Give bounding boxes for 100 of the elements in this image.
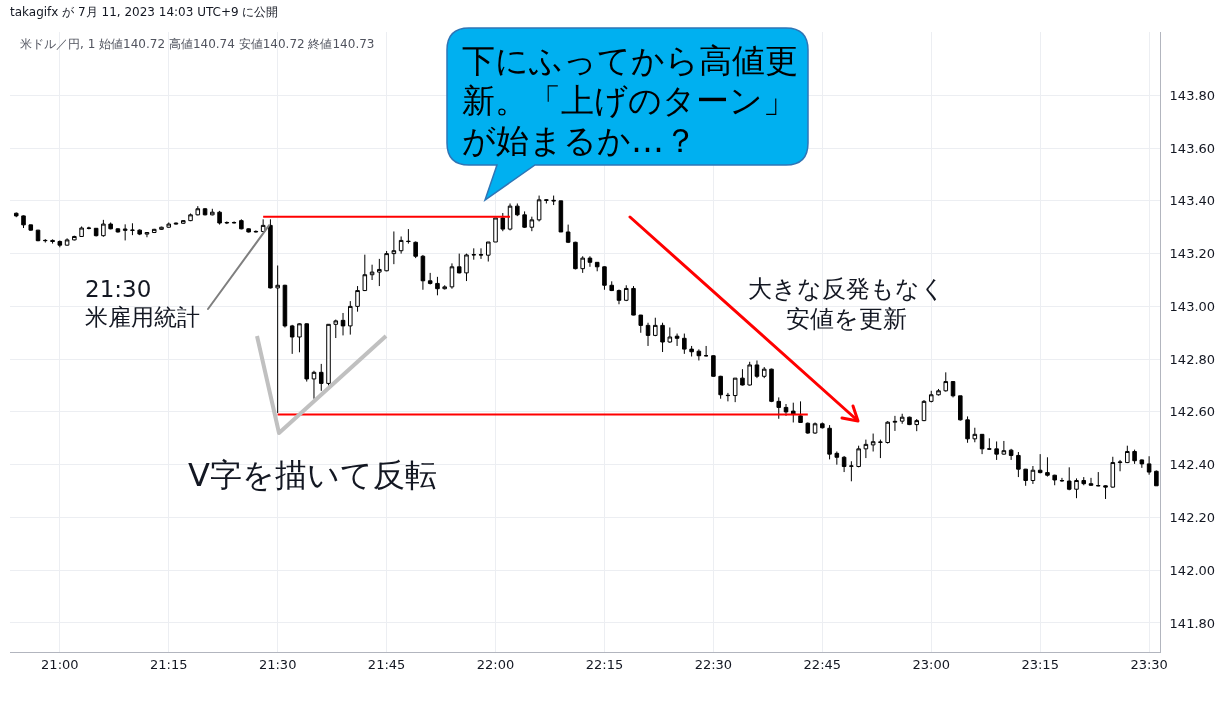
candlestick xyxy=(747,361,752,387)
candlestick xyxy=(1146,455,1152,476)
candlestick xyxy=(1095,471,1101,487)
candlestick xyxy=(660,322,665,353)
candlestick xyxy=(478,247,484,260)
candlestick xyxy=(442,284,447,290)
candlestick xyxy=(616,289,622,305)
candlestick xyxy=(210,208,215,216)
y-tick-label: 142.20 xyxy=(1169,510,1216,525)
candlestick xyxy=(994,440,999,461)
candlestick xyxy=(979,433,985,455)
candlestick xyxy=(965,415,970,444)
candlestick xyxy=(304,322,309,383)
candlestick xyxy=(464,253,469,282)
candlestick xyxy=(43,238,48,244)
candlestick xyxy=(1125,445,1130,464)
candlestick xyxy=(805,421,811,435)
candlestick xyxy=(790,402,796,423)
candlestick xyxy=(551,195,556,206)
candlestick xyxy=(50,238,55,245)
y-tick-label: 142.40 xyxy=(1169,457,1216,473)
candlestick xyxy=(631,285,636,316)
candlestick xyxy=(253,229,259,234)
candlestick xyxy=(885,420,890,445)
candlestick xyxy=(725,392,731,402)
candlestick xyxy=(1008,448,1014,461)
candlestick xyxy=(565,224,571,244)
candlestick xyxy=(841,455,847,473)
candlestick xyxy=(406,228,411,245)
y-tick-label: 143.40 xyxy=(1169,193,1216,209)
candlestick xyxy=(849,460,854,482)
x-tick-label: 23:00 xyxy=(912,656,950,672)
candlestick xyxy=(398,235,404,255)
candlestick xyxy=(369,264,375,281)
candlestick xyxy=(377,258,382,287)
candlestick xyxy=(878,439,883,459)
candlestick xyxy=(420,254,426,291)
candlestick xyxy=(609,280,614,292)
candlestick xyxy=(21,214,26,229)
candlestick xyxy=(776,396,782,420)
candlestick xyxy=(711,354,716,378)
candlestick xyxy=(689,345,694,358)
candlestick xyxy=(718,375,723,400)
candlestick xyxy=(1117,459,1123,472)
candlestick xyxy=(1110,456,1116,489)
candlestick xyxy=(231,220,237,225)
candlestick xyxy=(827,424,832,460)
candlestick xyxy=(188,213,193,222)
candlestick xyxy=(544,198,549,204)
candlestick xyxy=(362,254,368,292)
candlestick xyxy=(217,210,222,226)
candlestick xyxy=(413,240,418,259)
candlestick xyxy=(1059,477,1065,483)
candlestick xyxy=(195,205,201,216)
candlestick xyxy=(536,195,542,222)
candlestick xyxy=(1139,458,1145,469)
x-tick-label: 23:30 xyxy=(1130,656,1168,672)
annotation: V字を描いて反転 xyxy=(188,455,437,495)
candlestick xyxy=(268,218,273,289)
candlestick xyxy=(892,415,898,432)
candlestick xyxy=(573,241,578,270)
candlestick xyxy=(907,416,912,426)
candlestick xyxy=(587,255,593,268)
candlestick xyxy=(173,221,179,226)
candlestick xyxy=(812,421,818,435)
y-tick-label: 143.20 xyxy=(1169,246,1216,262)
candlestick xyxy=(761,366,767,379)
x-tick-label: 21:00 xyxy=(41,656,79,672)
candlestick xyxy=(297,322,302,353)
candlestick xyxy=(856,445,861,468)
candlestick xyxy=(355,285,360,313)
candlestick xyxy=(1037,453,1043,474)
candlestick xyxy=(863,439,869,459)
candlestick xyxy=(1066,466,1072,491)
candlestick xyxy=(326,323,331,387)
annotation: 大きな反発もなく安値を更新 xyxy=(746,274,946,334)
candlestick xyxy=(1016,451,1021,478)
candlestick xyxy=(101,219,106,238)
candlestick xyxy=(340,312,346,336)
candlestick xyxy=(958,395,963,422)
candlestick xyxy=(28,224,34,232)
annotation: 米ドル／円, 1 始値140.72 高値140.74 安値140.72 終値140.73 xyxy=(20,37,375,52)
candlestick xyxy=(13,211,19,218)
candlestick xyxy=(485,241,491,263)
candlestick xyxy=(159,226,164,231)
candlestick xyxy=(493,217,498,243)
y-tick-label: 142.60 xyxy=(1169,404,1216,420)
candlestick xyxy=(522,210,527,229)
candlestick xyxy=(696,348,702,361)
candlestick xyxy=(899,413,905,425)
candlestick xyxy=(667,326,673,344)
candlestick xyxy=(144,231,150,238)
candlestick xyxy=(914,418,919,432)
candlestick xyxy=(1001,440,1007,455)
candlestick xyxy=(972,427,978,443)
candlestick xyxy=(732,377,738,403)
candlestick xyxy=(1154,469,1159,487)
candlestick xyxy=(703,345,709,358)
candlestick xyxy=(318,363,324,392)
candlestick xyxy=(79,225,84,238)
